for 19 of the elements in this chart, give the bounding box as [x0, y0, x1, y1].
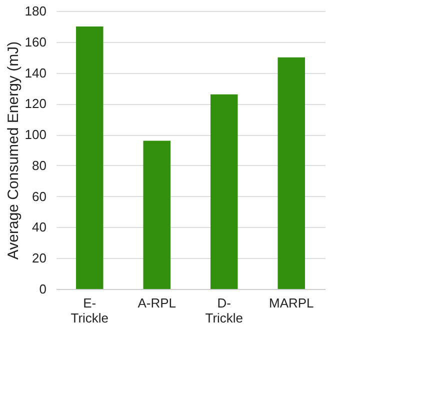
- y-axis-title: Average Consumed Energy (mJ): [4, 41, 22, 260]
- y-tick-label: 80: [32, 158, 46, 173]
- x-tick-label: MARPL: [268, 296, 314, 310]
- x-tick-label: A-RPL: [138, 296, 176, 310]
- y-tick-label: 120: [24, 96, 46, 112]
- y-tick-label: 140: [24, 65, 46, 80]
- bar: [143, 140, 170, 289]
- bar: [278, 57, 305, 289]
- y-tick-label: 20: [32, 250, 46, 266]
- bar: [76, 26, 104, 289]
- x-tick-label: D- Trickle: [205, 296, 244, 326]
- y-tick-label: 0: [39, 282, 46, 296]
- y-tick-label: 160: [24, 34, 46, 50]
- bar: [210, 94, 238, 289]
- y-tick-label: 180: [24, 4, 46, 18]
- y-tick-label: 40: [32, 220, 46, 235]
- x-tick-label: E- Trickle: [70, 296, 109, 326]
- y-tick-label: 60: [32, 188, 46, 204]
- y-tick-label: 100: [24, 127, 46, 142]
